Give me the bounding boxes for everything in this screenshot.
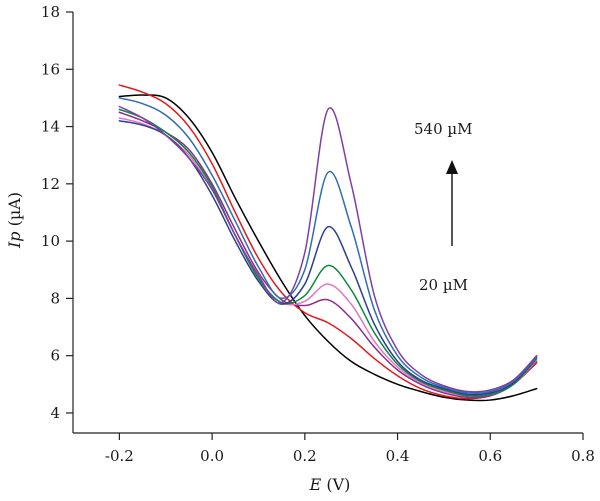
- x-tick-label: 0.2: [293, 447, 317, 465]
- x-tick-label: 0.6: [478, 447, 502, 465]
- series-line-5: [118, 108, 538, 397]
- x-tick-label: -0.2: [105, 447, 134, 465]
- arrow-up-icon: [446, 160, 458, 174]
- y-tick-label: 14: [41, 118, 60, 136]
- y-tick-label: 8: [50, 289, 60, 307]
- x-tick-label: 0.0: [200, 447, 224, 465]
- y-tick-label: 10: [41, 232, 60, 250]
- annotation-bottom-label: 20 µM: [419, 276, 468, 294]
- x-tick-label: 0.8: [571, 447, 595, 465]
- series-line-4: [118, 117, 538, 397]
- y-tick-label: 18: [41, 3, 60, 21]
- series-line-3: [118, 111, 538, 399]
- series-line-7: [118, 97, 538, 395]
- y-tick-label: 6: [50, 347, 60, 365]
- x-tick-label: 0.4: [386, 447, 410, 465]
- x-axis-title: E (V): [309, 475, 351, 494]
- series-line-2: [118, 84, 538, 400]
- series-line-1: [118, 94, 538, 402]
- series-line-8: [118, 105, 538, 393]
- y-axis-title: Ip (µA): [5, 192, 24, 249]
- series-line-6: [118, 120, 538, 396]
- annotation-layer: 540 µM 20 µM: [414, 120, 473, 294]
- axes: 4 6 8 10 12 14 16 18 -0.2 0.0 0.2 0.4 0.6 0.8: [41, 3, 595, 465]
- y-axis-unit: (µA): [5, 192, 24, 232]
- y-axis-symbol: Ip: [5, 231, 24, 249]
- x-axis-unit: (V): [321, 475, 350, 494]
- annotation-top-label: 540 µM: [414, 120, 473, 138]
- x-axis-symbol: E: [309, 475, 322, 494]
- y-tick-label: 4: [50, 404, 60, 422]
- series-layer: [118, 84, 538, 402]
- y-tick-label: 12: [41, 175, 60, 193]
- y-tick-label: 16: [41, 60, 60, 78]
